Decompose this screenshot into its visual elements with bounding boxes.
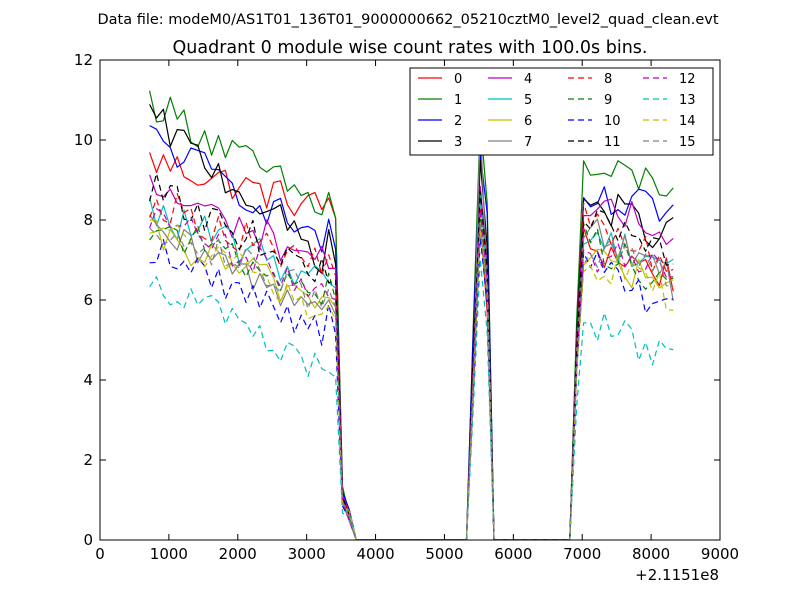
chart-title: Quadrant 0 module wise count rates with … — [173, 38, 648, 58]
legend-label-14: 14 — [679, 114, 696, 129]
series-line-10 — [149, 237, 674, 540]
x-tick-label: 3000 — [288, 545, 326, 563]
x-tick-label: 0 — [95, 545, 105, 563]
legend-label-12: 12 — [679, 72, 696, 87]
series-line-12 — [149, 208, 674, 540]
y-tick-label: 0 — [83, 531, 93, 549]
series-line-5 — [149, 195, 674, 540]
series-line-7 — [149, 121, 674, 540]
x-tick-label: 8000 — [632, 545, 670, 563]
legend-label-7: 7 — [524, 135, 532, 150]
legend-label-5: 5 — [524, 93, 532, 108]
series-line-14 — [149, 222, 674, 540]
x-tick-label: 5000 — [425, 545, 463, 563]
x-tick-label: 6000 — [494, 545, 532, 563]
x-tick-label: 4000 — [356, 545, 394, 563]
series-line-15 — [149, 222, 674, 540]
series-line-4 — [149, 174, 674, 540]
axis-layer: 0 1000 2000 3000 4000 5000 6000 7000 8000 9000 0 2 4… — [74, 51, 739, 563]
legend-box — [409, 67, 714, 156]
legend-label-2: 2 — [454, 114, 462, 129]
y-tick-label: 2 — [83, 451, 93, 469]
legend-label-9: 9 — [604, 93, 612, 108]
series-line-13 — [149, 258, 674, 540]
legend-label-6: 6 — [524, 114, 532, 129]
legend-label-1: 1 — [454, 93, 462, 108]
series-line-11 — [149, 173, 674, 540]
y-tick-label: 4 — [83, 371, 93, 389]
legend-label-4: 4 — [524, 72, 532, 87]
legend-label-10: 10 — [604, 114, 621, 129]
x-tick-label: 7000 — [563, 545, 601, 563]
x-tick-label: 1000 — [150, 545, 188, 563]
y-tick-label: 6 — [83, 291, 93, 309]
legend-label-8: 8 — [604, 72, 612, 87]
legend-label-11: 11 — [604, 135, 621, 150]
x-tick-label: 2000 — [219, 545, 257, 563]
x-tick-label: 9000 — [701, 545, 739, 563]
series-line-9 — [149, 211, 674, 540]
legend-label-13: 13 — [679, 93, 696, 108]
x-offset-label: +2.1151e8 — [635, 566, 719, 584]
y-tick-label: 8 — [83, 211, 93, 229]
legend-label-0: 0 — [454, 72, 462, 87]
data-file-label: Data file: modeM0/AS1T01_136T01_90000006… — [97, 12, 718, 28]
series-line-1 — [149, 90, 674, 540]
series-layer — [149, 90, 674, 540]
series-line-6 — [149, 219, 674, 540]
y-tick-label: 12 — [74, 51, 93, 69]
series-line-0 — [149, 152, 674, 540]
series-line-8 — [149, 193, 674, 540]
y-tick-label: 10 — [74, 131, 93, 149]
legend-label-3: 3 — [454, 135, 462, 150]
series-line-3 — [149, 104, 674, 540]
legend-label-15: 15 — [679, 135, 696, 150]
